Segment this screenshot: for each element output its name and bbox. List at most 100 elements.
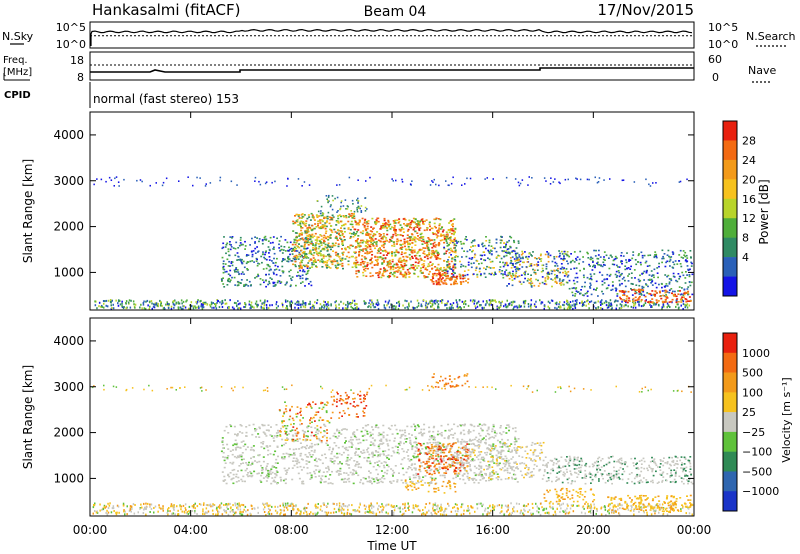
radar-cell	[167, 513, 169, 516]
radar-cell	[320, 205, 323, 208]
radar-cell	[431, 239, 433, 241]
radar-cell	[632, 306, 635, 309]
radar-cell	[452, 283, 455, 286]
radar-cell	[489, 299, 492, 302]
radar-cell	[353, 262, 355, 265]
radar-cell	[525, 505, 528, 507]
radar-cell	[274, 180, 276, 183]
radar-cell	[518, 254, 521, 256]
radar-cell	[325, 303, 327, 306]
radar-cell	[442, 229, 445, 231]
radar-cell	[273, 269, 276, 271]
radar-cell	[128, 510, 131, 512]
radar-cell	[419, 239, 422, 242]
radar-cell	[241, 432, 244, 434]
radar-cell	[321, 224, 324, 227]
radar-cell	[341, 230, 343, 233]
radar-cell	[296, 256, 299, 258]
radar-cell	[240, 260, 243, 263]
radar-cell	[420, 267, 422, 269]
radar-cell	[540, 270, 543, 273]
radar-cell	[504, 273, 506, 275]
radar-cell	[210, 303, 213, 306]
radar-cell	[558, 502, 560, 505]
radar-cell	[439, 239, 442, 242]
radar-cell	[397, 239, 400, 242]
radar-cell	[670, 300, 673, 303]
radar-cell	[495, 238, 498, 241]
radar-cell	[685, 301, 688, 303]
radar-cell	[145, 506, 148, 509]
radar-cell	[257, 303, 259, 306]
radar-cell	[109, 299, 112, 301]
radar-cell	[364, 252, 367, 254]
radar-cell	[688, 304, 691, 307]
radar-cell	[664, 291, 667, 294]
radar-cell	[455, 276, 458, 279]
radar-cell	[560, 268, 563, 270]
radar-cell	[187, 176, 189, 178]
radar-cell	[421, 218, 424, 220]
radar-cell	[337, 217, 340, 220]
radar-cell	[677, 273, 680, 275]
radar-cell	[524, 271, 526, 274]
radar-cell	[483, 259, 485, 261]
radar-cell	[462, 277, 465, 280]
radar-cell	[433, 241, 436, 244]
radar-cell	[202, 303, 204, 306]
radar-cell	[339, 220, 342, 223]
radar-cell	[516, 262, 518, 264]
radar-cell	[332, 502, 334, 505]
radar-cell	[415, 257, 418, 259]
radar-cell	[378, 270, 381, 273]
radar-cell	[638, 293, 641, 295]
radar-cell	[567, 303, 569, 306]
radar-cell	[264, 253, 266, 256]
radar-cell	[331, 195, 334, 197]
radar-cell	[369, 251, 372, 253]
radar-cell	[305, 229, 308, 232]
radar-cell	[315, 266, 318, 268]
radar-cell	[315, 265, 317, 267]
radar-cell	[647, 292, 650, 295]
radar-cell	[372, 235, 375, 238]
radar-cell	[418, 224, 421, 227]
radar-cell	[331, 214, 334, 217]
radar-cell	[638, 304, 640, 307]
radar-cell	[371, 433, 374, 436]
radar-cell	[357, 244, 360, 247]
radar-cell	[446, 303, 448, 306]
radar-cell	[357, 197, 359, 200]
radar-cell	[303, 243, 306, 245]
radar-cell	[391, 446, 394, 449]
radar-cell	[474, 510, 476, 513]
radar-cell	[266, 307, 268, 310]
radar-cell	[165, 177, 168, 180]
radar-cell	[407, 273, 410, 275]
radar-cell	[268, 256, 271, 258]
radar-cell	[513, 241, 516, 244]
radar-cell	[589, 284, 592, 286]
radar-cell	[456, 255, 459, 258]
radar-cell	[370, 226, 373, 228]
radar-cell	[461, 300, 464, 303]
radar-cell	[234, 449, 237, 451]
radar-cell	[351, 504, 353, 507]
radar-cell	[291, 301, 294, 304]
radar-cell	[556, 282, 558, 284]
radar-cell	[254, 180, 256, 182]
radar-cell	[171, 505, 173, 507]
radar-cell	[341, 507, 343, 510]
radar-cell	[395, 262, 398, 265]
radar-cell	[396, 479, 399, 481]
radar-cell	[433, 301, 436, 304]
radar-cell	[602, 293, 605, 295]
radar-cell	[434, 218, 437, 221]
radar-cell	[136, 179, 138, 182]
radar-cell	[296, 219, 299, 221]
radar-cell	[580, 301, 583, 304]
radar-cell	[460, 283, 463, 285]
radar-cell	[115, 511, 117, 514]
radar-cell	[275, 303, 277, 306]
